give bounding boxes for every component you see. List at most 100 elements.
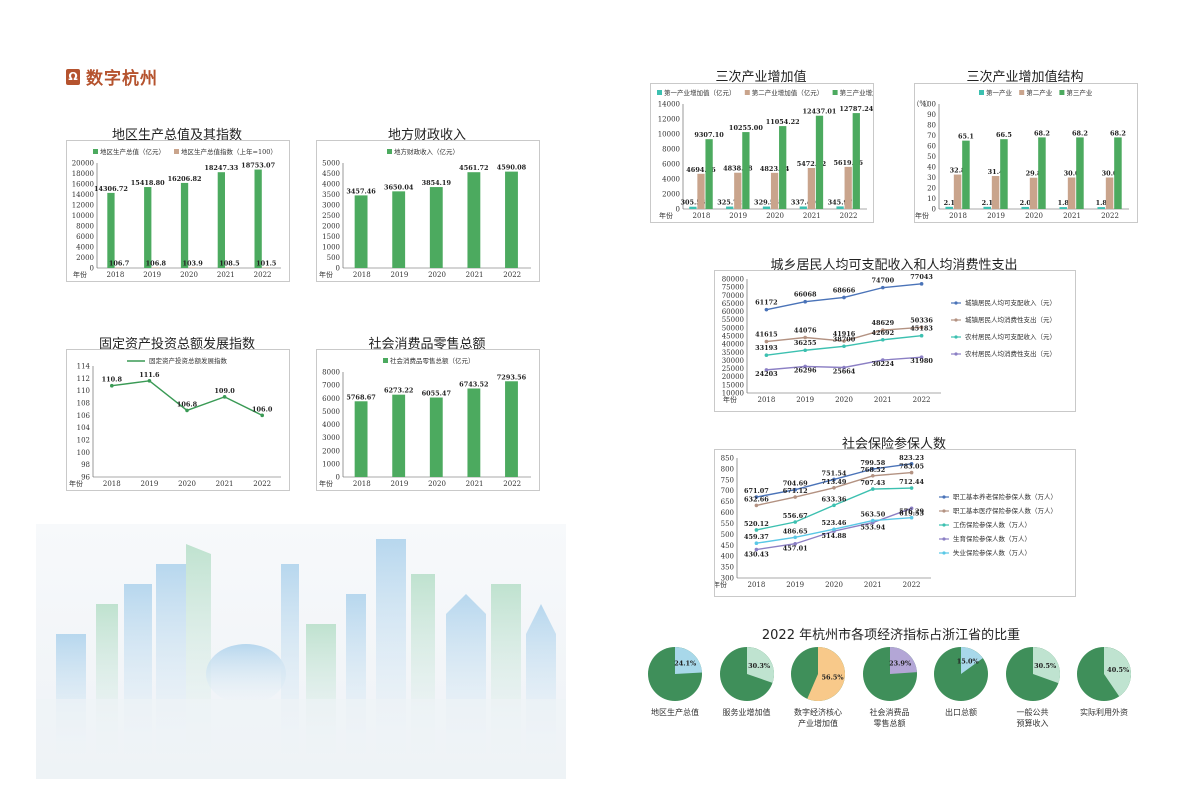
y-tick-label: 80 bbox=[927, 122, 936, 130]
legend-item: 社会消费品零售总额（亿元） bbox=[390, 356, 475, 365]
legend-item: 农村居民人均消费性支出（元） bbox=[965, 349, 1056, 358]
legend-item: 固定资产投资总额发展指数 bbox=[149, 356, 228, 365]
bar bbox=[1067, 177, 1076, 209]
y-tick-label: 110 bbox=[77, 387, 90, 395]
data-point bbox=[764, 368, 769, 372]
data-point bbox=[803, 348, 807, 353]
legend-swatch bbox=[174, 149, 179, 154]
legend-item: 城镇居民人均消费性支出（元） bbox=[965, 315, 1056, 324]
data-point bbox=[881, 358, 885, 362]
legend-item: 农村居民人均可支配收入（元） bbox=[965, 332, 1056, 341]
data-label: 704.69 bbox=[783, 480, 808, 488]
y-tick-label: 70000 bbox=[722, 292, 744, 300]
pie-value-label: 30.3% bbox=[748, 662, 771, 670]
x-tick-label: 2019 bbox=[390, 480, 408, 488]
data-label: 1.8 bbox=[1096, 199, 1108, 207]
retail-chart: 0 1000 2000 3000 4000 5000 6000 7000 8000 2018 201… bbox=[316, 349, 540, 491]
data-label: 29.8 bbox=[1026, 170, 1042, 178]
y-tick-label: 4000 bbox=[322, 421, 340, 429]
x-tick-label: 2020 bbox=[1025, 212, 1043, 220]
data-point bbox=[842, 339, 846, 343]
bar bbox=[1021, 206, 1029, 209]
data-label: 576.29 bbox=[899, 508, 924, 516]
x-tick-label: 2020 bbox=[180, 271, 198, 279]
legend-item: 第一产业增加值（亿元） bbox=[664, 88, 736, 97]
legend-swatch bbox=[1059, 90, 1065, 95]
data-label: 68.2 bbox=[1110, 129, 1126, 137]
data-label: 4561.72 bbox=[459, 164, 488, 172]
y-tick-label: 750 bbox=[721, 476, 734, 484]
retail-title: 社会消费品零售总额 bbox=[368, 337, 486, 352]
y-tick-label: 2000 bbox=[322, 447, 340, 455]
legend-marker bbox=[954, 301, 958, 305]
data-label: 15418.80 bbox=[131, 179, 165, 187]
data-point bbox=[754, 541, 759, 546]
y-tick-label: 500 bbox=[721, 531, 734, 539]
y-tick-label: 6000 bbox=[662, 161, 680, 169]
pie-value-label: 40.5% bbox=[1107, 666, 1130, 674]
bar bbox=[1105, 177, 1114, 209]
data-label: 305.56 bbox=[680, 199, 705, 207]
data-point bbox=[871, 487, 875, 491]
data-label: 25664 bbox=[833, 367, 856, 375]
data-label: 111.6 bbox=[139, 371, 160, 379]
industry-title: 三次产业增加值 bbox=[715, 70, 807, 85]
data-point bbox=[881, 337, 885, 342]
y-tick-label: 15000 bbox=[722, 381, 744, 389]
legend-swatch bbox=[744, 90, 750, 95]
x-tick-label: 2019 bbox=[796, 396, 814, 404]
pie-slice bbox=[1104, 647, 1131, 697]
x-axis-label: 年份 bbox=[723, 395, 737, 404]
x-tick-label: 2019 bbox=[390, 271, 408, 279]
y-tick-label: 10000 bbox=[658, 131, 680, 139]
data-point bbox=[793, 520, 797, 524]
legend-marker bbox=[942, 523, 946, 527]
x-tick-label: 2018 bbox=[353, 480, 371, 488]
x-tick-label: 2021 bbox=[874, 396, 892, 404]
skyline-graphic bbox=[36, 539, 566, 779]
data-label: 2.1 bbox=[982, 199, 993, 207]
legend-item: 第三产业 bbox=[1066, 88, 1093, 97]
bar bbox=[836, 206, 844, 209]
data-label: 823.23 bbox=[899, 454, 924, 462]
legend-item: 第一产业 bbox=[986, 88, 1013, 97]
data-label: 24203 bbox=[755, 370, 778, 378]
data-label: 671.12 bbox=[783, 487, 808, 495]
legend-marker bbox=[942, 495, 946, 499]
y-tick-label: 65000 bbox=[722, 300, 744, 308]
bar bbox=[505, 381, 518, 477]
data-point bbox=[909, 506, 914, 511]
y-tick-label: 112 bbox=[77, 375, 90, 383]
data-label: 36255 bbox=[794, 339, 817, 347]
bar bbox=[225, 267, 234, 268]
legend-marker bbox=[954, 335, 958, 339]
legend-item: 地区生产总值指数（上年=100） bbox=[181, 147, 277, 156]
data-point bbox=[260, 413, 264, 418]
data-point bbox=[764, 353, 769, 358]
legend-swatch bbox=[832, 90, 838, 95]
pie-slice bbox=[807, 647, 845, 701]
data-label: 74700 bbox=[871, 277, 894, 285]
y-tick-label: 5000 bbox=[322, 408, 340, 416]
y-tick-label: 20000 bbox=[722, 373, 744, 381]
y-tick-label: 600 bbox=[721, 509, 734, 517]
y-tick-label: 14000 bbox=[72, 191, 94, 199]
fai-title: 固定资产投资总额发展指数 bbox=[98, 337, 255, 352]
data-point bbox=[754, 528, 759, 532]
legend-swatch bbox=[657, 90, 662, 95]
data-label: 44076 bbox=[794, 327, 817, 335]
x-tick-label: 2020 bbox=[428, 480, 446, 488]
y-tick-label: 35000 bbox=[722, 349, 744, 357]
data-label: 68.2 bbox=[1072, 129, 1088, 137]
x-tick-label: 2019 bbox=[729, 212, 747, 220]
y-tick-label: 12000 bbox=[72, 202, 94, 210]
data-label: 16206.82 bbox=[168, 175, 202, 183]
y-tick-label: 30000 bbox=[722, 357, 744, 365]
y-tick-label: 800 bbox=[721, 465, 734, 473]
data-label: 768.52 bbox=[860, 466, 885, 474]
x-tick-label: 2022 bbox=[840, 212, 858, 220]
legend-marker bbox=[942, 509, 946, 513]
bar bbox=[467, 172, 481, 268]
data-point bbox=[185, 408, 189, 413]
legend-item: 工伤保险参保人数（万人） bbox=[953, 520, 1031, 529]
